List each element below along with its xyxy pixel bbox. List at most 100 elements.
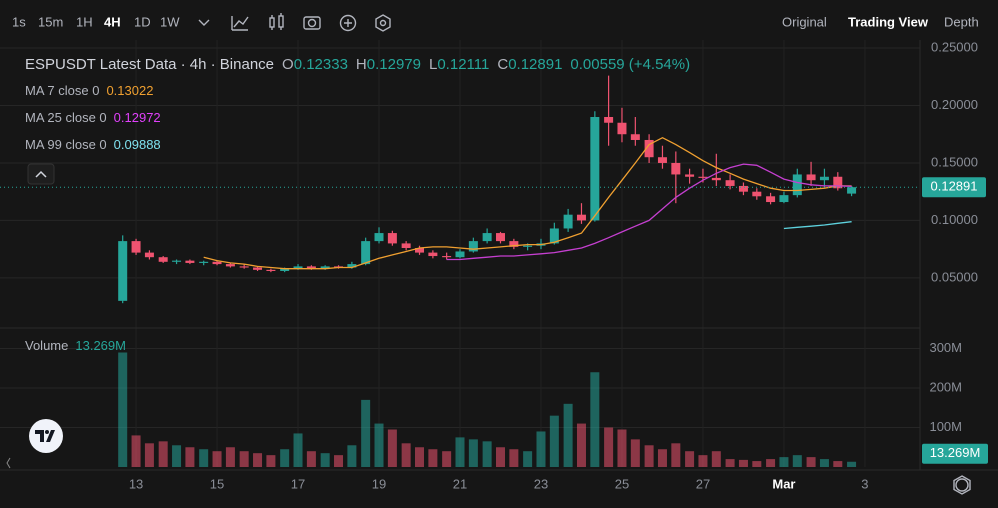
- candle-body: [792, 174, 802, 196]
- y-tick-label: 0.25000: [931, 39, 978, 54]
- candle-body: [590, 116, 600, 221]
- volume-label: Volume: [25, 338, 68, 353]
- interval-button[interactable]: 15m: [38, 14, 63, 29]
- candle-body: [779, 195, 789, 203]
- volume-bar: [792, 455, 802, 467]
- x-tick-label: 15: [210, 476, 224, 491]
- candle-body: [428, 252, 438, 257]
- candle-body: [523, 245, 533, 247]
- candle-body: [280, 268, 290, 271]
- interval-button[interactable]: 1W: [160, 14, 180, 29]
- symbol-title: ESPUSDT Latest Data · 4h · Binance: [25, 56, 274, 73]
- candle-body: [131, 241, 141, 253]
- volume-tick-label: 200M: [929, 379, 962, 394]
- candle-body: [766, 196, 776, 203]
- candle-body: [819, 176, 829, 181]
- volume-tick-label: 100M: [929, 419, 962, 434]
- volume-bar: [172, 445, 182, 467]
- view-tab[interactable]: Trading View: [848, 14, 929, 29]
- volume-bar: [509, 449, 519, 467]
- volume-bar: [549, 415, 559, 467]
- candle-body: [833, 176, 843, 189]
- ohlc-value: 0.12111: [437, 56, 489, 73]
- tradingview-logo[interactable]: [29, 419, 63, 453]
- screenshot-icon[interactable]: [303, 16, 321, 30]
- volume-bar: [819, 459, 829, 467]
- add-icon[interactable]: [339, 14, 357, 32]
- volume-bar: [738, 459, 748, 467]
- candle-body: [225, 264, 235, 267]
- candle-body: [468, 241, 478, 252]
- volume-bar: [630, 439, 640, 467]
- view-tab[interactable]: Original: [782, 14, 827, 29]
- x-tick-label: 19: [372, 476, 386, 491]
- time-settings[interactable]: [953, 475, 971, 495]
- candle-body: [239, 266, 249, 268]
- interval-button[interactable]: 1H: [76, 14, 93, 29]
- chart-marks: [0, 75, 988, 467]
- candle-body: [604, 116, 614, 123]
- candle-body: [212, 261, 222, 265]
- candle-body: [199, 261, 209, 263]
- candle-body: [374, 233, 384, 242]
- volume-bar: [428, 449, 438, 467]
- candle-body: [657, 157, 667, 163]
- volume-bar: [685, 451, 695, 467]
- ohlc-label: C: [497, 56, 508, 73]
- volume-bar: [266, 455, 276, 467]
- volume-bar: [482, 441, 492, 467]
- y-tick-label: 0.10000: [931, 212, 978, 227]
- collapse-button[interactable]: [27, 163, 55, 185]
- candle-body: [185, 260, 195, 263]
- ma-value: 0.09888: [114, 137, 161, 152]
- scroll-left[interactable]: [6, 457, 11, 469]
- volume-bar: [711, 451, 721, 467]
- volume-bar: [415, 447, 425, 467]
- ma-line: [203, 136, 852, 270]
- interval-button[interactable]: 1s: [12, 14, 26, 29]
- change-value: 0.00559 (+4.54%): [570, 56, 690, 73]
- ma-label: MA 99 close 0: [25, 137, 107, 152]
- candle-body: [617, 122, 627, 135]
- interval-dropdown[interactable]: [198, 19, 210, 26]
- volume-bar: [347, 445, 357, 467]
- volume-bar: [374, 423, 384, 467]
- settings-icon[interactable]: [375, 14, 391, 32]
- view-tab[interactable]: Depth: [944, 14, 979, 29]
- interval-button[interactable]: 4H: [104, 14, 121, 29]
- volume-bar: [401, 443, 411, 467]
- candle-body: [482, 233, 492, 242]
- volume-bar: [847, 461, 857, 467]
- ma-value: 0.13022: [106, 83, 153, 98]
- volume-bar: [158, 441, 168, 467]
- volume-bar: [468, 439, 478, 467]
- price-tag: [922, 177, 986, 198]
- candle-body: [644, 139, 654, 158]
- candle-icon[interactable]: [269, 13, 284, 30]
- candle-body: [306, 266, 316, 269]
- y-tick-label: 0.05000: [931, 269, 978, 284]
- ohlc-value: 0.12891: [508, 56, 562, 73]
- x-tick-label: Mar: [772, 476, 795, 491]
- interval-button[interactable]: 1D: [134, 14, 151, 29]
- price-tag-label: 0.12891: [931, 179, 978, 194]
- labels: 1s 15m 1H 4H 1D 1W Original Trading View Depth 0.…: [12, 14, 980, 491]
- candle-body: [415, 248, 425, 253]
- ma-legend: MA 99 close 0 0.09888: [25, 137, 161, 152]
- volume-bar: [442, 451, 452, 467]
- volume-bar: [671, 443, 681, 467]
- volume-bar: [725, 459, 735, 467]
- volume-bar: [523, 451, 533, 467]
- ma-legend: MA 25 close 0 0.12972: [25, 110, 161, 125]
- ohlc-label: O: [282, 56, 294, 73]
- candle-body: [144, 252, 154, 258]
- volume-bar: [698, 455, 708, 467]
- candle-body: [293, 266, 303, 269]
- indicator-icon[interactable]: [231, 16, 249, 31]
- candle-body: [347, 264, 357, 268]
- candle-body: [847, 187, 857, 194]
- candle-body: [806, 174, 816, 181]
- candle-body: [266, 269, 276, 271]
- volume-bar: [536, 431, 546, 467]
